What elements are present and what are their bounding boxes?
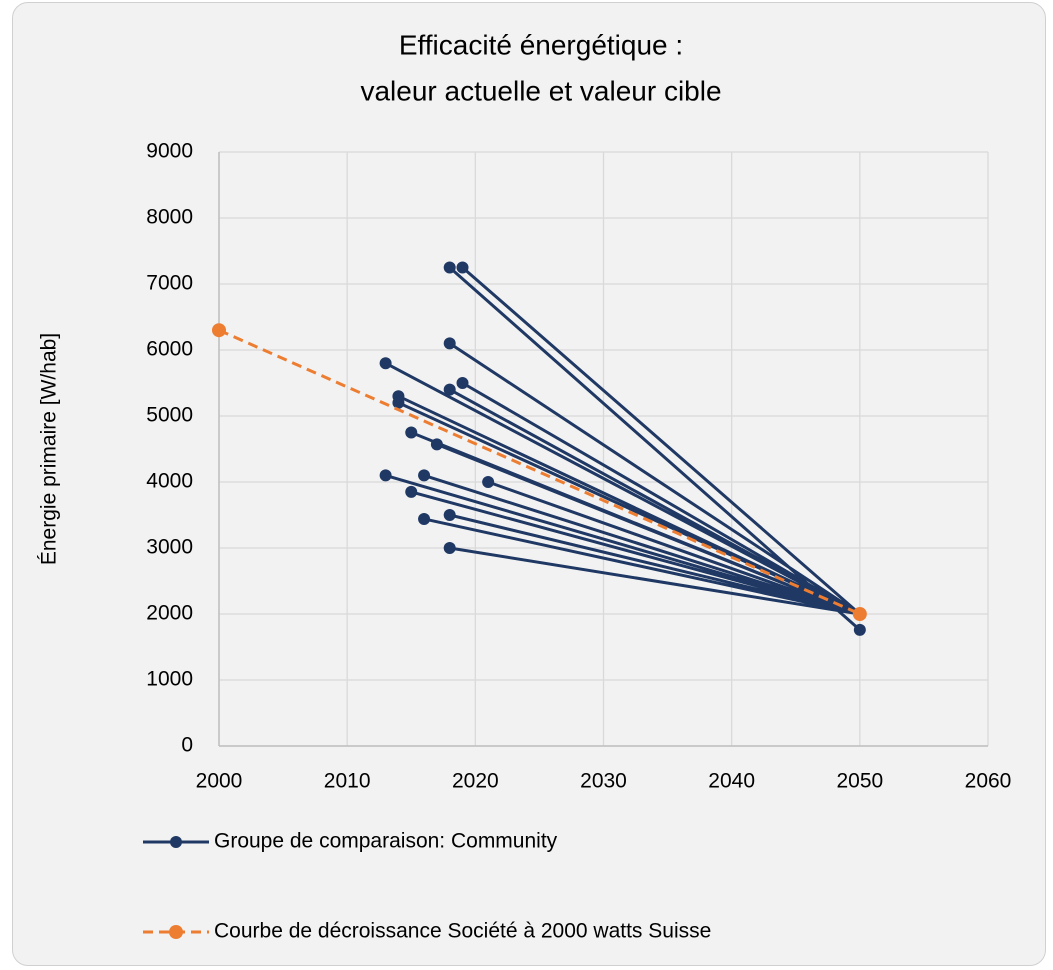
x-tick-label: 2050 [836, 770, 883, 793]
x-tick-label: 2030 [580, 770, 627, 793]
y-tick-label: 6000 [146, 338, 193, 361]
marker [443, 261, 456, 274]
x-tick-label: 2020 [452, 770, 499, 793]
series-line [218, 328, 861, 616]
marker [852, 607, 867, 621]
chart-frame [12, 2, 1046, 966]
marker [430, 438, 443, 451]
x-tick-label: 2060 [965, 770, 1012, 793]
x-tick-label: 2000 [196, 770, 243, 793]
y-tick-label: 3000 [146, 536, 193, 559]
legend-label: Groupe de comparaison: Community [214, 830, 558, 853]
legend-marker [169, 925, 183, 939]
series-line [384, 266, 861, 631]
x-tick-label: 2010 [324, 770, 371, 793]
marker [379, 469, 392, 482]
y-tick-label: 9000 [146, 140, 193, 163]
y-tick-label: 1000 [146, 668, 193, 691]
marker [456, 261, 469, 274]
marker [379, 357, 392, 370]
y-tick-label: 2000 [146, 602, 193, 625]
marker [212, 323, 226, 338]
marker [392, 396, 405, 409]
legend-marker [170, 836, 182, 848]
y-tick-label: 4000 [146, 470, 193, 493]
marker [853, 623, 866, 636]
y-tick-label: 7000 [146, 272, 193, 295]
marker [443, 542, 456, 554]
marker [443, 337, 456, 350]
y-tick-label: 5000 [146, 404, 193, 427]
marker [443, 383, 456, 396]
marker [443, 509, 456, 521]
y-tick-label: 0 [181, 734, 193, 757]
marker [418, 512, 431, 525]
marker [405, 485, 418, 498]
marker [482, 476, 495, 488]
x-tick-label: 2040 [708, 770, 755, 793]
y-tick-label: 8000 [146, 206, 193, 229]
marker [405, 426, 418, 439]
marker [456, 377, 469, 389]
chart-title: valeur actuelle et valeur cible [360, 75, 721, 106]
y-axis-label: Énergie primaire [W/hab] [38, 333, 61, 565]
marker [418, 469, 431, 482]
chart-title: Efficacité énergétique : [399, 29, 683, 60]
legend-label: Courbe de décroissance Société à 2000 wa… [214, 920, 711, 943]
